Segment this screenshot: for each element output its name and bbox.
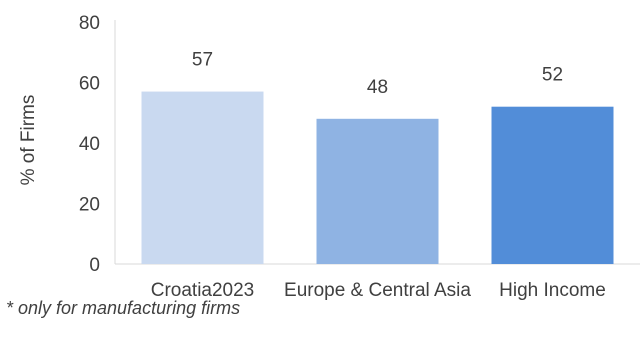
data-label: 48 — [367, 77, 388, 98]
bar-chart: % of Firms 0 20 40 60 80 57 48 52 Croatia2023 E… — [18, 13, 640, 300]
bar — [316, 118, 439, 264]
y-axis-label: % of Firms — [18, 95, 39, 186]
y-tick-label: 40 — [79, 134, 100, 155]
bar — [141, 91, 264, 264]
category-label: Croatia2023 — [151, 280, 255, 300]
category-label: High Income — [499, 280, 606, 300]
data-label: 52 — [542, 65, 563, 86]
footnote: * only for manufacturing firms — [6, 298, 241, 318]
category-label: Europe & Central Asia — [284, 280, 471, 300]
y-tick-label: 0 — [89, 255, 100, 276]
bar — [491, 106, 614, 264]
y-tick-label: 20 — [79, 195, 100, 216]
y-tick-label: 80 — [79, 13, 100, 34]
data-label: 57 — [192, 50, 213, 71]
y-tick-label: 60 — [79, 74, 100, 95]
